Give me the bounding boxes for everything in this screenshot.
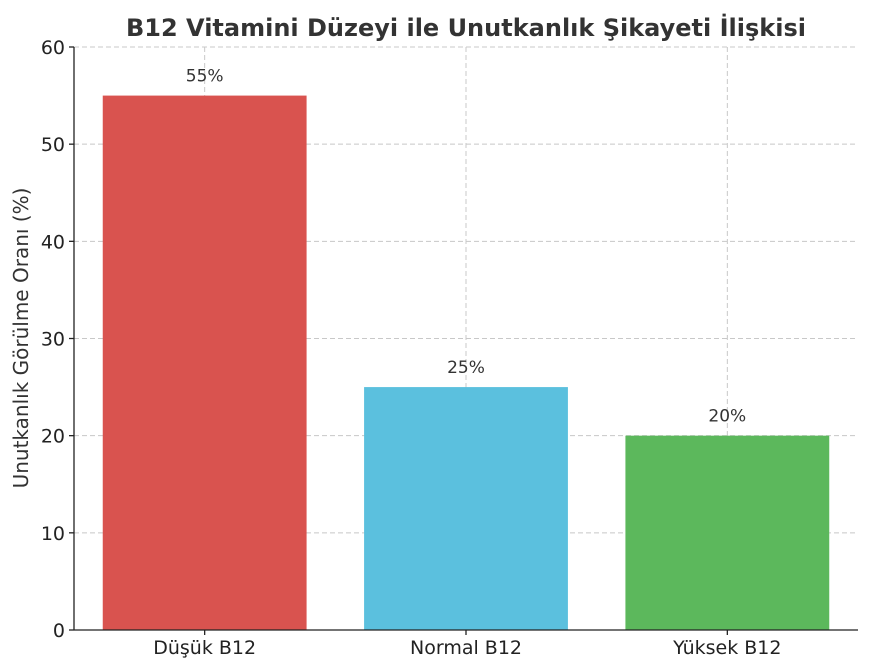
x-tick-label: Yüksek B12 [672,637,781,659]
value-labels: 55% 25% 20% [186,67,746,427]
y-tick-label: 50 [41,134,65,156]
bars [102,95,830,631]
bar-value-label: 55% [186,67,224,87]
bar-value-label: 20% [708,407,746,427]
y-ticks: 0 10 20 30 40 50 60 [41,37,74,642]
y-tick-label: 0 [53,620,65,642]
bar [102,95,307,631]
x-ticks: Düşük B12 Normal B12 Yüksek B12 [153,630,781,659]
bar [364,387,568,630]
chart-title: B12 Vitamini Düzeyi ile Unutkanlık Şikay… [126,13,806,42]
y-tick-label: 60 [41,37,65,59]
y-tick-label: 20 [41,426,65,448]
x-tick-label: Düşük B12 [153,637,256,659]
y-axis-label: Unutkanlık Görülme Oranı (%) [9,188,33,489]
y-tick-label: 40 [41,231,65,253]
y-tick-label: 10 [41,523,65,545]
x-tick-label: Normal B12 [410,637,522,659]
bar [625,435,830,630]
bar-value-label: 25% [447,358,485,378]
y-tick-label: 30 [41,329,65,351]
